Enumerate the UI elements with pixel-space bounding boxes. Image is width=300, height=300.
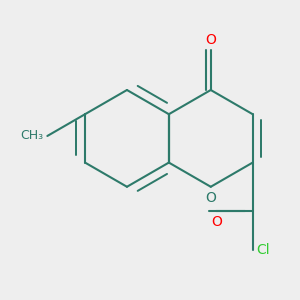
Text: O: O [205, 190, 216, 205]
Text: CH₃: CH₃ [20, 130, 44, 142]
Text: O: O [211, 215, 222, 229]
Text: O: O [205, 32, 216, 46]
Text: Cl: Cl [256, 243, 270, 257]
